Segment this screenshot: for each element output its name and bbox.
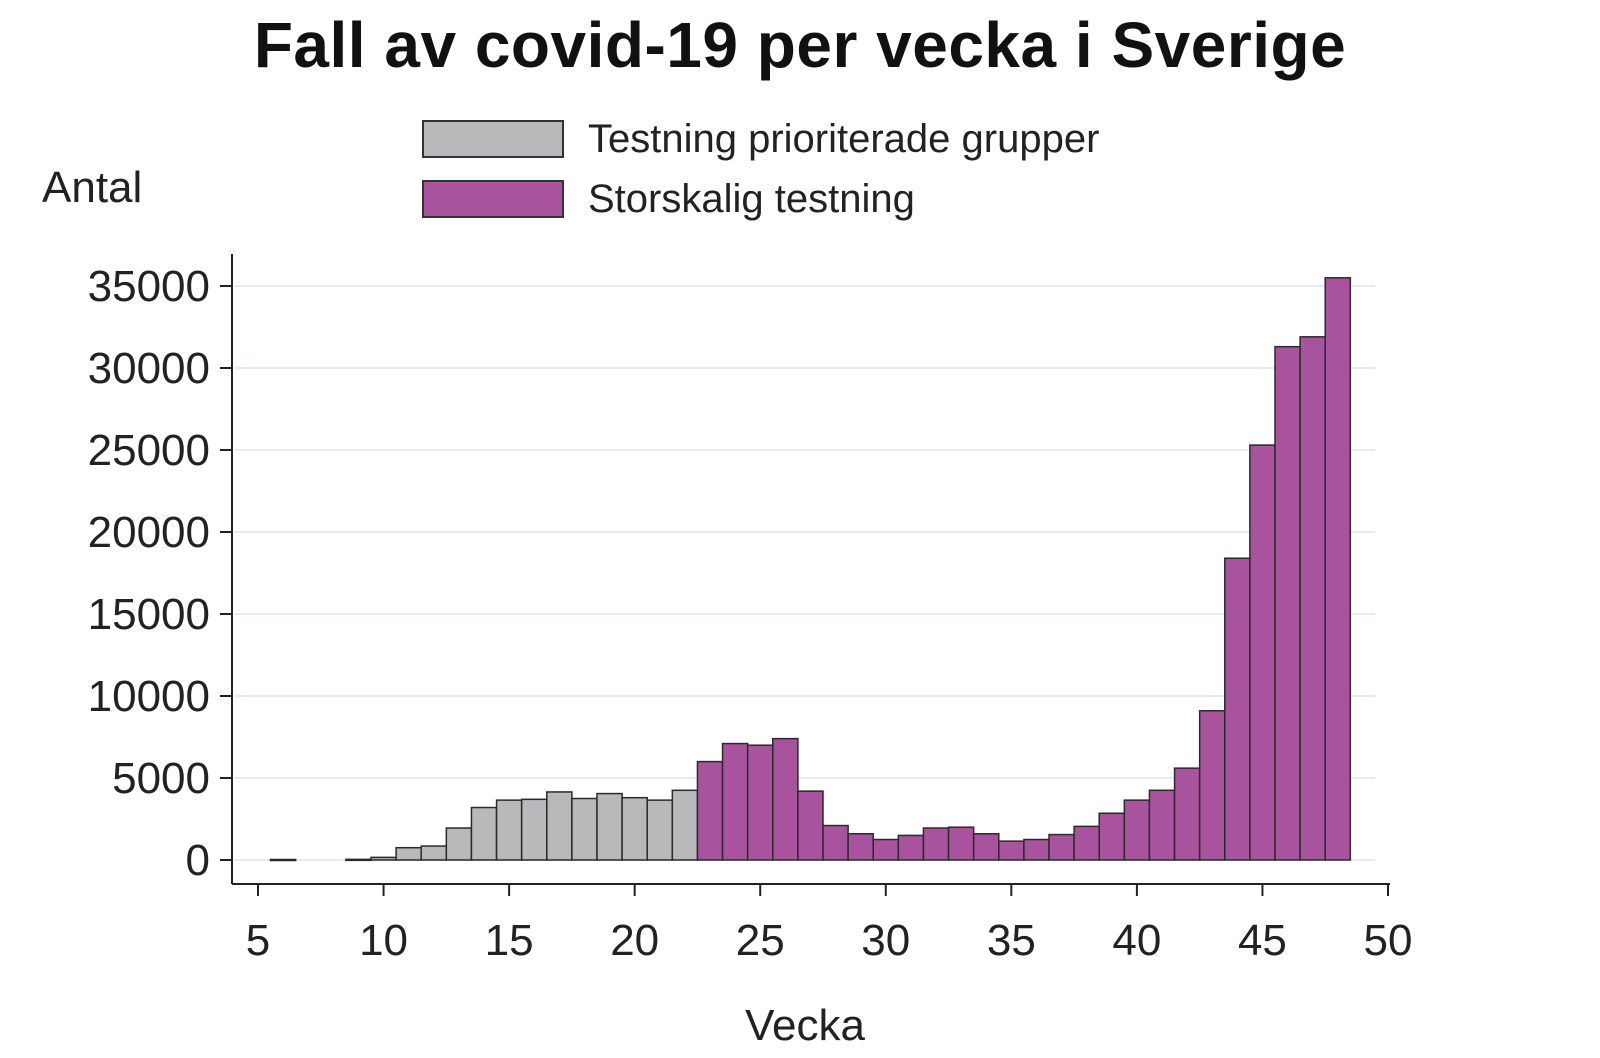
bar-week-37: [1048, 833, 1075, 861]
x-tick-label: 10: [359, 916, 408, 965]
bar-week-6: [269, 858, 297, 862]
bar-week-11: [395, 846, 422, 861]
y-tick-label: 35000: [88, 262, 210, 311]
bar-week-39: [1098, 812, 1126, 861]
tick-labels: 0 5000 10000 15000 20000 25000 30000 35000 5 10 15…: [88, 262, 1413, 965]
bar-week-30: [872, 838, 900, 861]
bar-week-27: [797, 790, 824, 861]
x-axis-label: Vecka: [745, 1001, 865, 1050]
y-tick-label: 20000: [88, 508, 210, 557]
bar-week-29: [847, 833, 874, 861]
bar-week-17: [546, 791, 573, 861]
bar-week-48: [1324, 277, 1352, 861]
bar-week-21: [646, 799, 674, 861]
bar-week-43: [1198, 710, 1226, 861]
x-tick-label: 35: [987, 916, 1036, 965]
bar-week-42: [1173, 767, 1201, 861]
bar-week-26: [772, 737, 799, 861]
x-tick-label: 45: [1238, 916, 1287, 965]
bar-week-35: [998, 840, 1025, 861]
bar-week-19: [596, 792, 623, 861]
bar-week-15: [495, 799, 523, 861]
legend-label: Testning prioriterade grupper: [588, 117, 1099, 161]
bar-week-36: [1023, 838, 1050, 861]
bar-week-24: [721, 742, 749, 861]
y-tick-label: 15000: [88, 590, 210, 639]
bar-week-46: [1274, 345, 1301, 861]
axes: [220, 254, 1390, 896]
bar-week-28: [822, 824, 849, 861]
x-tick-label: 5: [246, 916, 270, 965]
x-tick-label: 15: [485, 916, 534, 965]
bar-week-34: [972, 833, 1000, 861]
bar-week-16: [520, 798, 548, 861]
y-tick-label: 30000: [88, 344, 210, 393]
bars: [269, 277, 1352, 862]
chart-title: Fall av covid-19 per vecka i Sverige: [253, 9, 1347, 81]
bar-week-10: [370, 856, 397, 861]
bar-week-12: [420, 845, 448, 861]
bar-week-13: [445, 827, 473, 861]
legend-swatch: [422, 180, 564, 218]
bar-week-22: [671, 789, 699, 861]
bar-week-33: [947, 826, 975, 861]
bar-week-47: [1299, 336, 1326, 861]
legend-swatch: [422, 120, 564, 158]
bar-week-20: [621, 796, 648, 861]
y-tick-label: 10000: [88, 672, 210, 721]
y-axis-label: Antal: [42, 163, 142, 212]
y-tick-label: 5000: [112, 754, 210, 803]
y-tick-label: 0: [186, 836, 210, 885]
legend: Testning prioriterade grupper Storskalig …: [422, 117, 1099, 221]
bar-week-14: [470, 806, 498, 861]
bar-week-32: [922, 827, 950, 861]
bar-week-31: [897, 834, 925, 861]
x-tick-label: 30: [861, 916, 910, 965]
x-tick-label: 25: [736, 916, 785, 965]
bar-week-41: [1148, 789, 1176, 861]
legend-label: Storskalig testning: [588, 177, 915, 221]
bar-week-9: [345, 858, 372, 862]
bar-week-44: [1224, 557, 1251, 861]
bar-week-18: [571, 797, 598, 861]
x-tick-label: 20: [610, 916, 659, 965]
x-tick-label: 50: [1364, 916, 1413, 965]
bar-week-25: [746, 744, 774, 861]
y-tick-label: 25000: [88, 426, 210, 475]
x-tick-label: 40: [1112, 916, 1161, 965]
bar-week-45: [1249, 444, 1276, 861]
bar-week-38: [1073, 825, 1100, 861]
bar-week-40: [1123, 799, 1151, 861]
bar-week-23: [696, 760, 724, 861]
